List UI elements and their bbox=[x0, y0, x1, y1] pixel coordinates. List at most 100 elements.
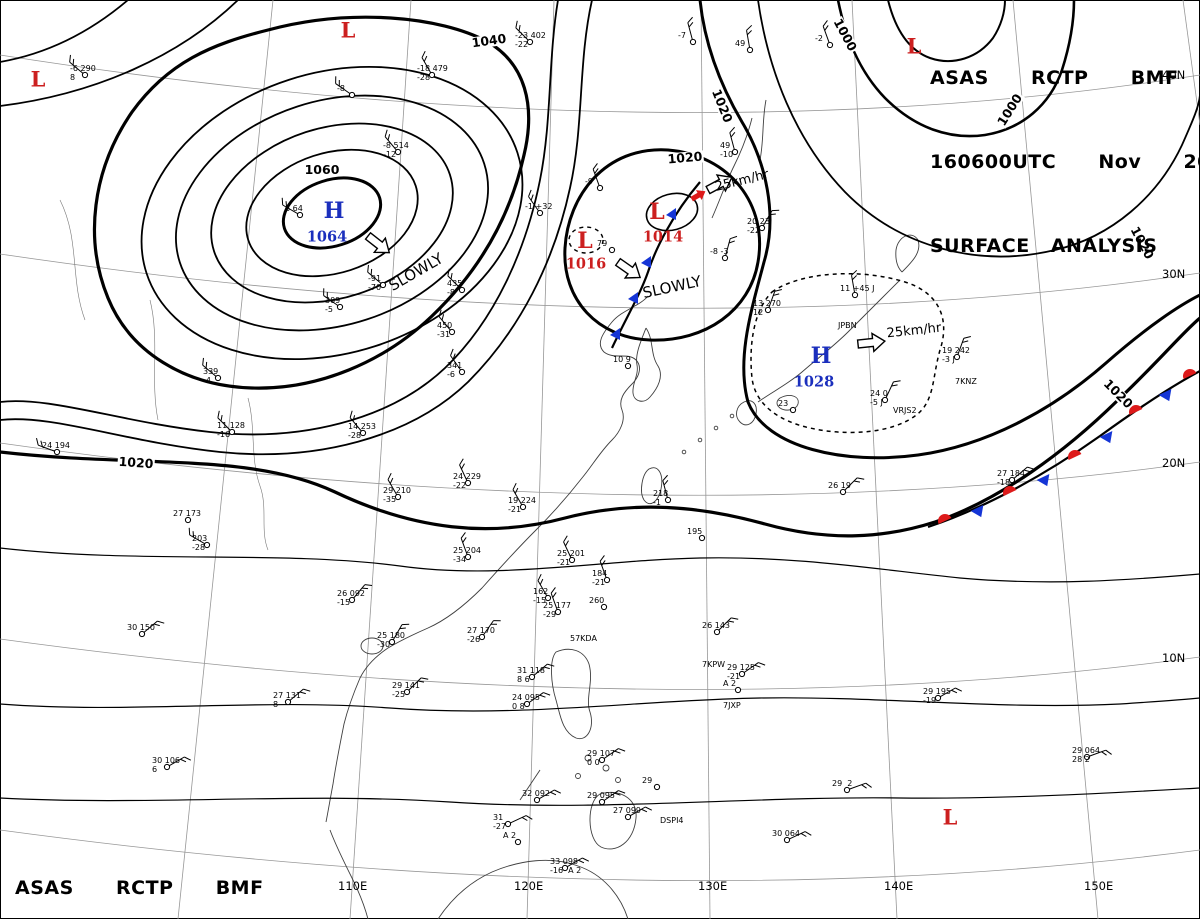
wind-barb-icon bbox=[69, 54, 84, 74]
station-circle bbox=[789, 406, 797, 414]
wind-barb-icon bbox=[768, 289, 782, 308]
wind-barb-icon bbox=[550, 587, 558, 610]
station-circle bbox=[596, 184, 604, 192]
station-circle bbox=[428, 71, 436, 79]
cold-front-triangle-icon bbox=[1158, 389, 1172, 402]
wind-barb-icon bbox=[603, 748, 626, 759]
wind-barb-icon bbox=[567, 857, 590, 868]
station-circle bbox=[826, 41, 834, 49]
station-circle bbox=[698, 534, 706, 542]
wind-barb-icon bbox=[408, 677, 429, 691]
station-circle bbox=[526, 38, 534, 46]
wind-barb-icon bbox=[515, 20, 529, 41]
isobars bbox=[0, 0, 1200, 806]
wind-barb-icon bbox=[539, 789, 562, 800]
wind-barb-icon bbox=[281, 197, 298, 215]
station-circle bbox=[184, 516, 192, 524]
cold-front-line bbox=[611, 181, 701, 349]
station-circle bbox=[533, 796, 541, 804]
dashed-isobars bbox=[568, 226, 945, 434]
wind-barb-icon bbox=[885, 380, 901, 398]
station-circle bbox=[731, 148, 739, 156]
station-circle bbox=[214, 374, 222, 382]
station-circle bbox=[448, 328, 456, 336]
wind-barb-icon bbox=[940, 687, 963, 698]
stationary-front-line bbox=[927, 370, 1200, 529]
station-circle bbox=[464, 553, 472, 561]
station-circle bbox=[348, 91, 356, 99]
wind-barb-icon bbox=[392, 623, 410, 640]
wind-barb-icon bbox=[537, 573, 548, 596]
cold-front-triangle-icon bbox=[970, 505, 984, 518]
station-circle bbox=[624, 813, 632, 821]
wind-barb-icon bbox=[729, 126, 736, 150]
wind-barb-icon bbox=[743, 662, 766, 673]
warm-front-semicircle-icon bbox=[1003, 486, 1017, 496]
wind-barb-icon bbox=[599, 555, 607, 578]
movement-arrow-icon bbox=[690, 190, 706, 202]
wind-barb-icon bbox=[746, 24, 753, 48]
wind-barb-icon bbox=[289, 688, 311, 701]
cold-front-triangle-icon bbox=[610, 328, 620, 340]
station-circle bbox=[598, 798, 606, 806]
station-circle bbox=[598, 756, 606, 764]
wind-barb-icon bbox=[421, 50, 432, 73]
station-circle bbox=[394, 493, 402, 501]
wind-barb-icon bbox=[217, 410, 231, 431]
station-circle bbox=[721, 254, 729, 262]
cold-front-triangle-icon bbox=[1099, 431, 1113, 444]
wind-barb-icon bbox=[323, 288, 339, 306]
wind-barb-icon bbox=[687, 16, 694, 40]
wind-barb-icon bbox=[169, 756, 192, 767]
wind-barb-icon bbox=[849, 782, 872, 790]
station-circle bbox=[523, 700, 531, 708]
station-circle bbox=[843, 786, 851, 794]
wind-barb-icon bbox=[447, 268, 461, 289]
wind-barb-icon bbox=[662, 474, 669, 498]
wind-barb-icon bbox=[725, 235, 738, 256]
wind-barb-icon bbox=[630, 806, 653, 817]
wind-barb-icon bbox=[202, 357, 217, 377]
cold-front-triangle-icon bbox=[1036, 474, 1050, 487]
station-circle bbox=[689, 38, 697, 46]
station-circle bbox=[764, 306, 772, 314]
station-circle bbox=[163, 763, 171, 771]
station-circle bbox=[388, 638, 396, 646]
station-circle bbox=[1083, 753, 1091, 761]
wind-barb-icon bbox=[592, 163, 600, 186]
wind-barb-icon bbox=[188, 527, 205, 545]
station-circle bbox=[561, 864, 569, 872]
station-circle bbox=[953, 353, 961, 361]
station-circle bbox=[348, 596, 356, 604]
station-circle bbox=[458, 286, 466, 294]
station-circle bbox=[504, 820, 512, 828]
station-circle bbox=[403, 688, 411, 696]
station-circle bbox=[138, 630, 146, 638]
station-circle bbox=[394, 148, 402, 156]
station-circle bbox=[664, 496, 672, 504]
wind-barb-icon bbox=[512, 482, 523, 505]
station-circle bbox=[458, 368, 466, 376]
station-circle bbox=[528, 673, 536, 681]
station-circle bbox=[600, 603, 608, 611]
station-circle bbox=[554, 608, 562, 616]
wind-barb-icon bbox=[528, 692, 551, 703]
station-circle bbox=[783, 836, 791, 844]
wind-barb-icon bbox=[459, 458, 468, 481]
station-circle bbox=[336, 303, 344, 311]
wind-barb-icon bbox=[563, 535, 572, 558]
station-circle bbox=[608, 246, 616, 254]
wind-barb-icon bbox=[528, 189, 539, 212]
station-circle bbox=[203, 541, 211, 549]
wind-barb-icon bbox=[335, 76, 351, 94]
dynamic-symbols bbox=[36, 16, 1197, 872]
warm-front-semicircle-icon bbox=[1129, 405, 1143, 415]
station-circle bbox=[881, 396, 889, 404]
wind-barb-icon bbox=[1089, 749, 1112, 757]
station-circle bbox=[519, 503, 527, 511]
station-circle bbox=[568, 556, 576, 564]
station-circle bbox=[624, 362, 632, 370]
wind-barb-icon bbox=[510, 815, 533, 824]
